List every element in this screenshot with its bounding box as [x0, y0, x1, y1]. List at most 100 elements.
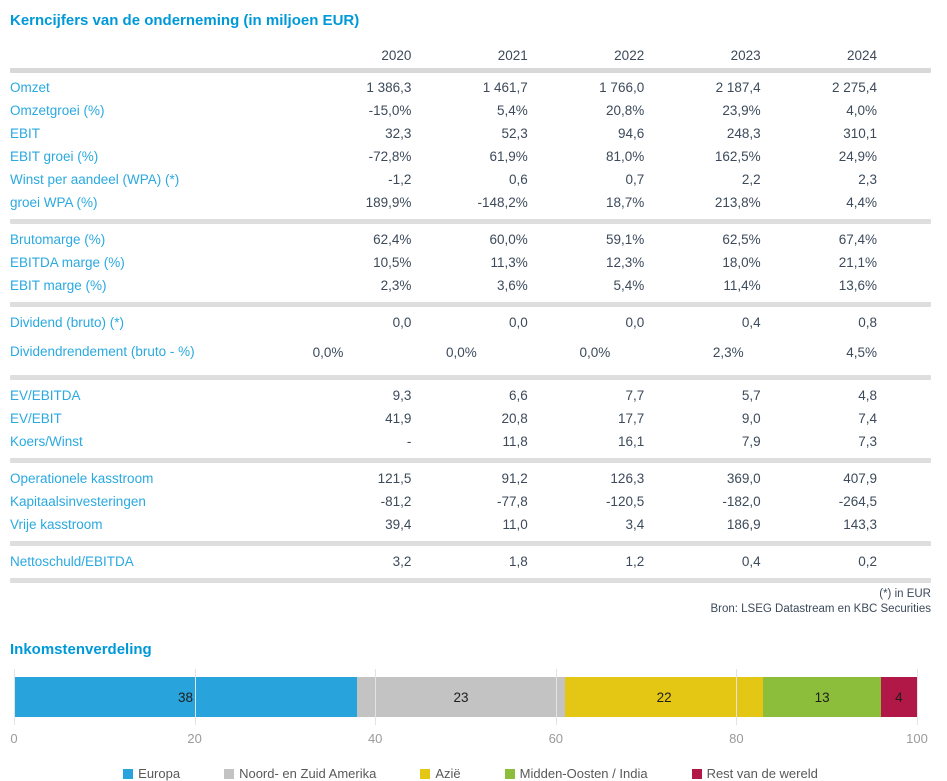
row-label: EV/EBIT — [10, 410, 62, 426]
row-value: 248,3 — [726, 126, 761, 141]
row-value: -182,0 — [722, 494, 761, 509]
row-value: 81,0% — [605, 149, 645, 164]
legend-swatch — [123, 768, 134, 779]
table-row: Operationele kasstroom 121,5 91,2 126,3 369,… — [10, 467, 931, 490]
row-value: 61,9% — [489, 149, 528, 164]
section-divider — [10, 375, 931, 380]
bar-segment-label: 22 — [656, 689, 672, 705]
table-row: Brutomarge (%) 62,4% 60,0% 59,1% 62,5% 67,4% — [10, 228, 931, 251]
legend-label: Rest van de wereld — [706, 766, 818, 781]
row-value: 0,4 — [741, 315, 761, 330]
row-value: 1 766,0 — [599, 80, 645, 95]
row-value: 4,0% — [846, 103, 878, 118]
row-value: 13,6% — [838, 278, 878, 293]
chart-legend: Europa Noord- en Zuid Amerika Azië Midden-O… — [10, 766, 931, 781]
row-value: 143,3 — [843, 517, 878, 532]
row-value: -148,2% — [477, 195, 528, 210]
x-axis: 0 20 40 60 80 100 — [10, 731, 927, 749]
table-row: EBITDA marge (%) 10,5% 11,3% 12,3% 18,0% 21,1… — [10, 251, 931, 274]
legend-item: Europa — [123, 766, 180, 781]
row-value: 0,0 — [509, 315, 528, 330]
row-label: Dividend (bruto) (*) — [10, 314, 125, 330]
row-value: 41,9 — [385, 411, 412, 426]
bar-segment-label: 13 — [814, 689, 830, 705]
row-value: 62,4% — [373, 232, 412, 247]
row-label: Vrije kasstroom — [10, 516, 103, 532]
table-row: EV/EBITDA 9,3 6,6 7,7 5,7 4,8 — [10, 384, 931, 407]
row-value: 9,3 — [392, 388, 412, 403]
row-value: -81,2 — [380, 494, 412, 509]
row-value: 4,8 — [858, 388, 878, 403]
bar-segment-label: 23 — [453, 689, 469, 705]
row-value: 7,3 — [858, 434, 878, 449]
row-value: 11,8 — [502, 434, 528, 449]
chart-gridline — [555, 669, 557, 725]
legend-item: Rest van de wereld — [691, 766, 818, 781]
legend-label: Midden-Oosten / India — [519, 766, 648, 781]
legend-item: Midden-Oosten / India — [504, 766, 648, 781]
key-figures-table: 2020 2021 2022 2023 2024 Omzet 1 386,3 1 461,7… — [10, 43, 931, 583]
row-value: 59,1% — [605, 232, 645, 247]
row-value: 121,5 — [377, 471, 412, 486]
row-value: -1,2 — [388, 172, 412, 187]
row-label: EBIT groei (%) — [10, 148, 99, 164]
year-header-cell: 2023 — [730, 48, 761, 63]
section-divider — [10, 578, 931, 583]
row-label: Kapitaalsinvesteringen — [10, 493, 146, 509]
row-value: 7,4 — [858, 411, 878, 426]
row-value: 60,0% — [489, 232, 528, 247]
table-section: Operationele kasstroom 121,5 91,2 126,3 369,… — [10, 467, 931, 536]
row-label: Winst per aandeel (WPA) (*) — [10, 171, 180, 187]
section-divider — [10, 541, 931, 546]
row-value: 0,6 — [509, 172, 528, 187]
row-value: 0,0% — [579, 344, 611, 360]
table-section: EV/EBITDA 9,3 6,6 7,7 5,7 4,8 EV/EBIT 41,9 20,8 1… — [10, 384, 931, 453]
row-label: Omzet — [10, 79, 50, 95]
table-row: Koers/Winst - 11,8 16,1 7,9 7,3 — [10, 430, 931, 453]
row-value: 0,2 — [858, 554, 878, 569]
row-value: - — [406, 434, 412, 449]
bar-segment: 38 — [14, 677, 358, 717]
row-value: 21,1% — [838, 255, 878, 270]
table-row: EBIT groei (%) -72,8% 61,9% 81,0% 162,5% 24,9… — [10, 145, 931, 168]
x-tick-label: 40 — [367, 731, 383, 746]
row-value: 1,2 — [625, 554, 645, 569]
stacked-bar: 38 23 22 13 4 — [14, 677, 917, 717]
table-footnote: (*) in EUR — [879, 588, 931, 600]
year-header-cell: 2024 — [846, 48, 878, 63]
row-value: 94,6 — [617, 126, 645, 141]
chart-gridline — [375, 669, 377, 725]
row-value: 12,3% — [605, 255, 645, 270]
bar-segment-label: 4 — [895, 689, 903, 705]
legend-label: Europa — [138, 766, 181, 781]
row-value: 1 386,3 — [366, 80, 412, 95]
section-divider — [10, 219, 931, 224]
table-row: Omzet 1 386,3 1 461,7 1 766,0 2 187,4 2 275,4 — [10, 76, 931, 99]
row-value: 407,9 — [843, 471, 878, 486]
table-row: Dividend (bruto) (*) 0,0 0,0 0,0 0,4 0,8 — [10, 311, 931, 334]
row-value: 2,3 — [858, 172, 878, 187]
table-header-row: 2020 2021 2022 2023 2024 — [10, 43, 931, 63]
row-value: 9,0 — [741, 411, 761, 426]
row-value: 6,6 — [509, 388, 528, 403]
row-value: 39,4 — [385, 517, 412, 532]
row-value: 10,5% — [373, 255, 412, 270]
table-section: Nettoschuld/EBITDA 3,2 1,8 1,2 0,4 0,2 — [10, 550, 931, 573]
bar-segment: 23 — [357, 677, 565, 717]
row-value: 11,4% — [723, 278, 761, 293]
row-label: EV/EBITDA — [10, 387, 81, 403]
table-row: EBIT 32,3 52,3 94,6 248,3 310,1 — [10, 122, 931, 145]
row-value: 62,5% — [722, 232, 761, 247]
table-body: Omzet 1 386,3 1 461,7 1 766,0 2 187,4 2 275,4… — [10, 76, 931, 583]
row-label: Operationele kasstroom — [10, 470, 154, 486]
legend-swatch — [504, 768, 515, 779]
row-value: 20,8 — [501, 411, 528, 426]
row-value: 0,4 — [741, 554, 761, 569]
chart-title: Inkomstenverdeling — [10, 641, 152, 658]
legend-swatch — [420, 768, 431, 779]
year-header-cell: 2022 — [614, 48, 645, 63]
row-value: 0,0 — [392, 315, 412, 330]
stacked-bar-plot: 38 23 22 13 4 — [14, 669, 918, 725]
row-label: Dividendrendement (bruto - %) — [10, 344, 195, 359]
